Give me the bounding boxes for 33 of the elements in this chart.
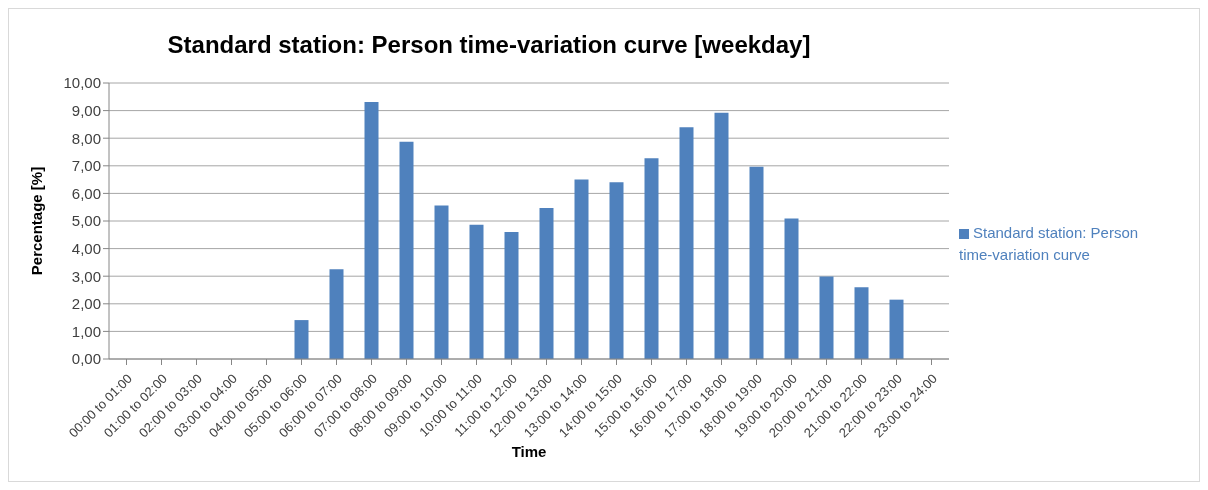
bar: [294, 320, 309, 359]
bar: [469, 224, 484, 359]
bar: [889, 299, 904, 359]
y-tick-label: 10,00: [63, 74, 101, 92]
bar: [329, 269, 344, 359]
bar: [679, 127, 694, 359]
bar: [434, 205, 449, 359]
y-tick-label: 1,00: [71, 322, 101, 340]
y-tick-label: 5,00: [71, 212, 101, 230]
bar: [399, 141, 414, 359]
y-tick-label: 6,00: [71, 184, 101, 202]
bar: [504, 232, 519, 359]
y-axis-title: Percentage [%]: [28, 166, 46, 276]
y-tick-label: 8,00: [71, 129, 101, 147]
y-tick-label: 0,00: [71, 350, 101, 368]
bar: [644, 158, 659, 359]
y-tick-label: 4,00: [71, 239, 101, 257]
chart-title: Standard station: Person time-variation curve [weekday]: [166, 31, 812, 59]
bar: [714, 112, 729, 359]
bar: [784, 218, 799, 359]
legend-label: Standard station: Person time-variation curve: [959, 224, 1139, 263]
bar: [364, 102, 379, 359]
x-axis-title: Time: [511, 443, 547, 460]
bar: [749, 166, 764, 359]
bar: [609, 182, 624, 359]
bar: [819, 276, 834, 359]
bar: [854, 287, 869, 359]
y-tick-label: 9,00: [71, 101, 101, 119]
bar: [574, 179, 589, 359]
bar: [539, 208, 554, 359]
y-tick-label: 2,00: [71, 295, 101, 313]
y-tick-label: 7,00: [71, 157, 101, 175]
y-tick-label: 3,00: [71, 267, 101, 285]
